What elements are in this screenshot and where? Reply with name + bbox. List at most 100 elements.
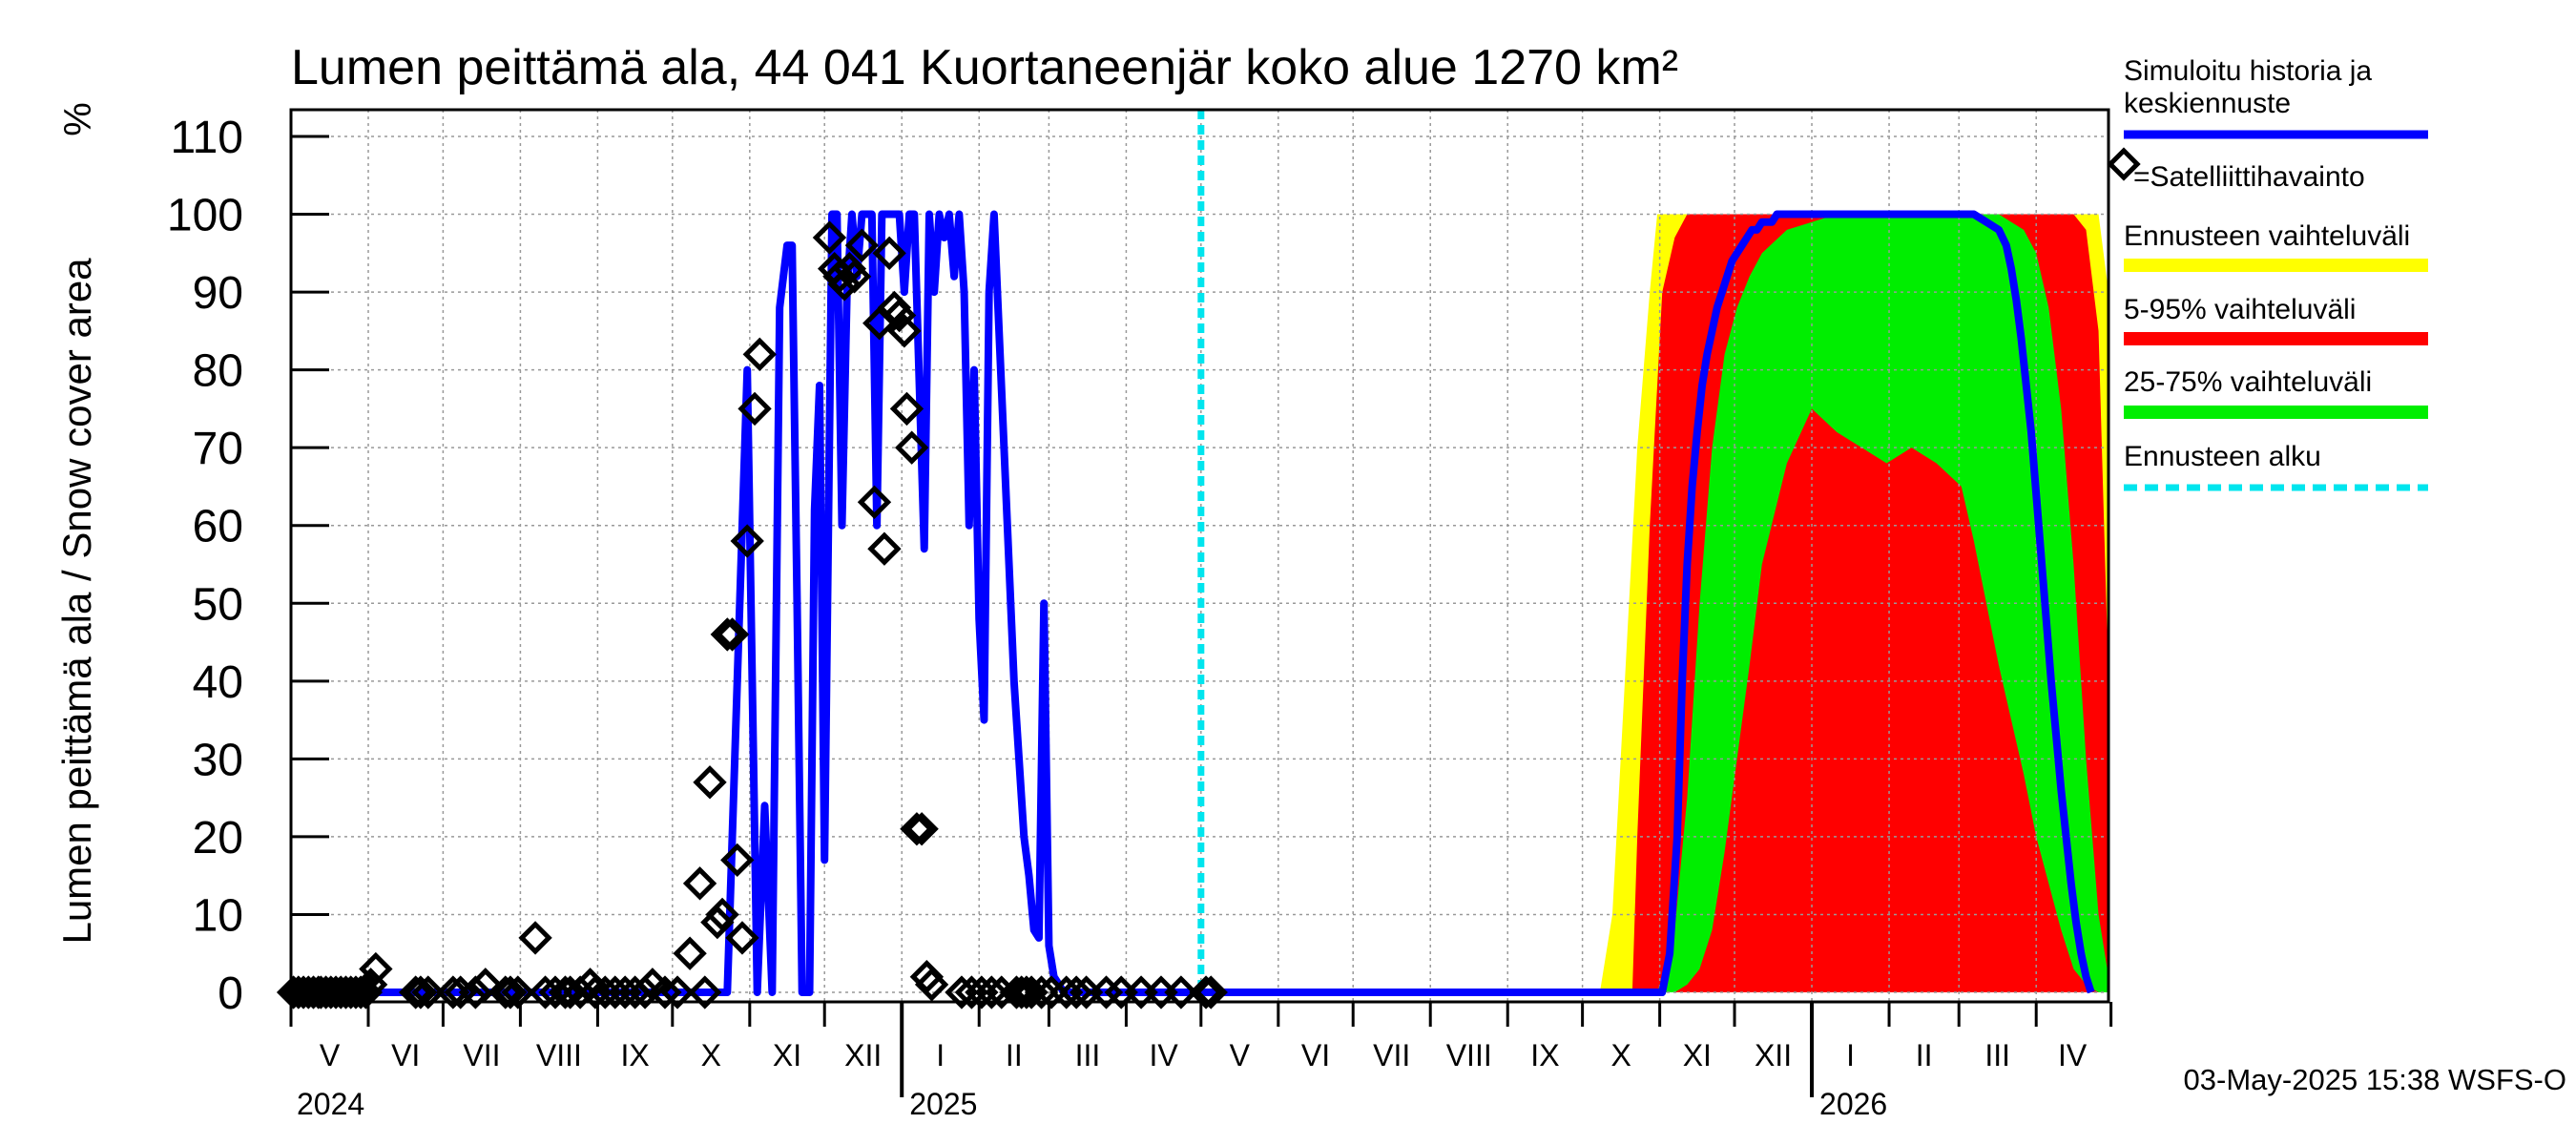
x-axis: V VI VII VIII IX X XI XII I II III IV V VI VII VIII IX X X… bbox=[289, 1002, 2113, 1121]
satellite-point bbox=[705, 897, 739, 932]
satellite-point bbox=[1194, 975, 1228, 1010]
satellite-point bbox=[528, 975, 563, 1010]
month-label: VII bbox=[463, 1038, 500, 1072]
satellite-point bbox=[900, 812, 934, 846]
legend-25-75-label: 25-75% vaihteluväli bbox=[2124, 366, 2372, 398]
month-label: VIII bbox=[1446, 1038, 1492, 1072]
satellite-point bbox=[1104, 975, 1138, 1010]
satellite-point bbox=[837, 260, 872, 294]
satellite-point bbox=[914, 968, 949, 1002]
satellite-point bbox=[339, 975, 373, 1010]
month-label: XII bbox=[1755, 1038, 1792, 1072]
satellite-point bbox=[945, 975, 979, 1010]
satellite-point bbox=[889, 391, 924, 427]
satellite-point bbox=[411, 975, 446, 1010]
y-tick-label: 20 bbox=[193, 813, 243, 864]
month-label: IX bbox=[1530, 1038, 1559, 1072]
month-label: VII bbox=[1373, 1038, 1410, 1072]
y-unit-label: % bbox=[57, 102, 99, 136]
month-label: XII bbox=[844, 1038, 882, 1072]
satellite-point bbox=[887, 314, 922, 348]
satellite-point bbox=[501, 975, 535, 1010]
satellite-point bbox=[518, 921, 552, 955]
month-label: XI bbox=[1683, 1038, 1712, 1072]
month-label: X bbox=[701, 1038, 721, 1072]
y-tick-label: 70 bbox=[193, 424, 243, 474]
month-label: VI bbox=[1301, 1038, 1330, 1072]
satellite-point bbox=[742, 337, 777, 372]
month-label: I bbox=[936, 1038, 945, 1072]
satellite-point bbox=[458, 975, 493, 1010]
satellite-point bbox=[812, 220, 847, 255]
y-axis: 0 10 20 30 40 50 60 70 80 90 100 110 bbox=[167, 113, 329, 1019]
year-label: 2026 bbox=[1819, 1087, 1887, 1121]
month-label: V bbox=[1230, 1038, 1251, 1072]
y-tick-label: 80 bbox=[193, 346, 243, 397]
satellite-point bbox=[725, 921, 759, 955]
satellite-point bbox=[404, 975, 438, 1010]
satellite-point bbox=[904, 812, 939, 846]
satellite-point bbox=[715, 617, 750, 652]
legend-history-line-2: keskiennuste bbox=[2124, 88, 2291, 119]
year-label: 2025 bbox=[909, 1087, 977, 1121]
month-label: IX bbox=[621, 1038, 650, 1072]
satellite-point bbox=[688, 975, 722, 1010]
legend-history-label: Simuloitu historia ja keskiennuste bbox=[2124, 55, 2379, 119]
history-line bbox=[291, 210, 2095, 996]
satellite-point bbox=[974, 975, 1008, 1010]
satellite-point bbox=[578, 975, 613, 1010]
month-label: II bbox=[1916, 1038, 1933, 1072]
satellite-point bbox=[588, 975, 622, 1010]
satellite-point bbox=[608, 975, 642, 1010]
satellite-point bbox=[343, 975, 378, 1010]
satellite-point bbox=[965, 975, 999, 1010]
satellite-point bbox=[844, 228, 880, 262]
satellite-point bbox=[673, 936, 707, 970]
satellite-point bbox=[1024, 975, 1059, 1010]
satellite-point bbox=[682, 866, 717, 901]
year-label: 2024 bbox=[297, 1087, 364, 1121]
satellite-point bbox=[436, 975, 470, 1010]
satellite-point bbox=[1004, 975, 1039, 1010]
legend-satellite-marker bbox=[2107, 147, 2141, 181]
satellite-point bbox=[660, 975, 695, 1010]
month-label: VI bbox=[391, 1038, 420, 1072]
satellite-point bbox=[693, 765, 727, 800]
satellite-point bbox=[1049, 975, 1084, 1010]
month-label: I bbox=[1846, 1038, 1855, 1072]
month-label: IV bbox=[2058, 1038, 2088, 1072]
satellite-point bbox=[1014, 975, 1049, 1010]
chart-title: Lumen peittämä ala, 44 041 Kuortaneenjär… bbox=[291, 40, 1678, 95]
history-series bbox=[291, 210, 2095, 996]
month-label: III bbox=[1984, 1038, 2010, 1072]
satellite-point bbox=[954, 975, 989, 1010]
y-tick-label: 60 bbox=[193, 502, 243, 552]
y-tick-label: 0 bbox=[218, 968, 243, 1019]
satellite-point bbox=[737, 391, 772, 427]
satellite-point bbox=[635, 968, 670, 1002]
band-25-75 bbox=[1200, 214, 2109, 992]
legend: Simuloitu historia ja keskiennuste =Sate… bbox=[2107, 55, 2428, 491]
legend-satellite-label: =Satelliittihavainto bbox=[2133, 161, 2365, 193]
satellite-point bbox=[1069, 975, 1104, 1010]
satellite-point bbox=[720, 843, 755, 878]
legend-forecast-start-label: Ennusteen alku bbox=[2124, 441, 2321, 472]
satellite-point bbox=[857, 485, 892, 519]
month-label: VIII bbox=[536, 1038, 582, 1072]
y-tick-label: 90 bbox=[193, 268, 243, 319]
satellite-point bbox=[1164, 975, 1198, 1010]
y-axis-label: Lumen peittämä ala / Snow cover area bbox=[54, 258, 99, 945]
month-label: X bbox=[1610, 1038, 1631, 1072]
satellite-point bbox=[493, 975, 528, 1010]
y-tick-label: 10 bbox=[193, 890, 243, 941]
satellite-points bbox=[276, 220, 1228, 1010]
satellite-point bbox=[867, 531, 902, 566]
satellite-point bbox=[872, 236, 906, 270]
satellite-point bbox=[895, 430, 929, 465]
satellite-point bbox=[730, 524, 764, 558]
legend-5-95-label: 5-95% vaihteluväli bbox=[2124, 294, 2356, 325]
legend-history-line-1: Simuloitu historia ja bbox=[2124, 55, 2372, 87]
y-tick-label: 30 bbox=[193, 735, 243, 785]
legend-range-label: Ennusteen vaihteluväli bbox=[2124, 220, 2410, 252]
y-tick-label: 50 bbox=[193, 579, 243, 630]
